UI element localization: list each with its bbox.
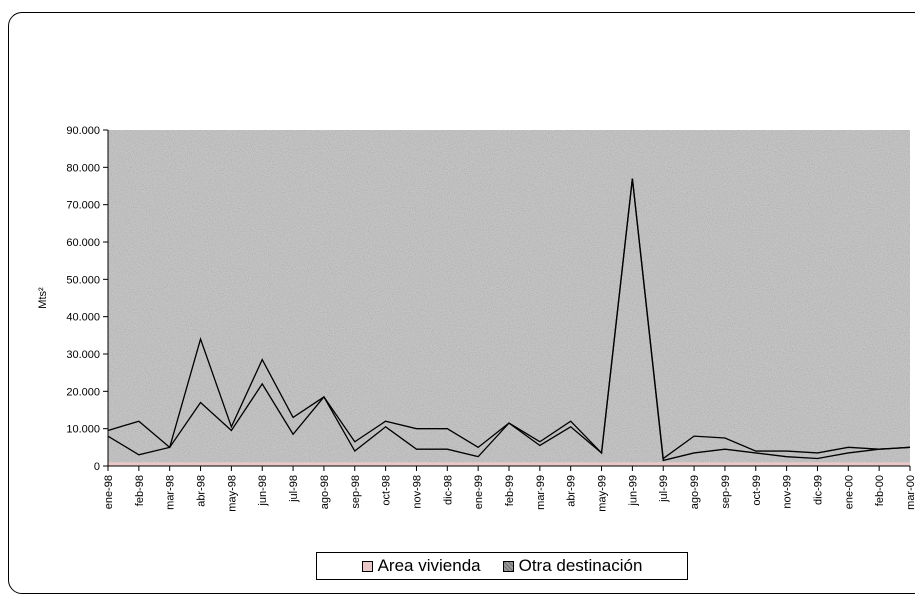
x-tick-label: abr-98	[196, 475, 208, 507]
x-tick-label: mar-98	[165, 475, 177, 510]
x-tick-label: jun-98	[257, 475, 269, 507]
x-tick-label: abr-99	[566, 475, 578, 507]
x-tick-label: nov-98	[411, 475, 423, 509]
y-tick-label: 50.000	[66, 274, 100, 286]
x-tick-label: ago-98	[319, 475, 331, 509]
x-tick-label: jul-99	[658, 475, 670, 503]
legend-item-otra: Otra destinación	[502, 556, 643, 576]
x-tick-label: ene-98	[103, 475, 115, 509]
legend-label-vivienda: Area vivienda	[377, 556, 481, 575]
y-tick-label: 90.000	[66, 125, 100, 137]
x-tick-label: mar-00	[905, 475, 915, 510]
x-tick-label: ene-99	[473, 475, 485, 509]
x-tick-label: sep-99	[720, 475, 732, 509]
y-tick-label: 60.000	[66, 237, 100, 249]
x-tick-label: feb-00	[874, 475, 886, 506]
plot-background-texture	[108, 130, 910, 466]
y-axis-label: Mts²	[37, 287, 49, 309]
x-tick-label: mar-99	[535, 475, 547, 510]
x-tick-label: may-99	[597, 475, 609, 512]
x-tick-label: dic-98	[442, 475, 454, 505]
x-tick-label: feb-99	[504, 475, 516, 506]
series-line-otra	[107, 178, 911, 460]
x-tick-label: jul-98	[288, 475, 300, 503]
x-tick-label: may-98	[226, 475, 238, 512]
x-tick-label: oct-98	[381, 475, 393, 506]
legend-item-vivienda: Area vivienda	[361, 556, 481, 576]
legend: Area vivienda Otra destinación	[316, 552, 688, 580]
y-tick-label: 70.000	[66, 200, 100, 212]
x-tick-label: feb-98	[134, 475, 146, 506]
y-tick-label: 80.000	[66, 162, 100, 174]
x-tick-label: ago-99	[689, 475, 701, 509]
x-tick-label: dic-99	[812, 475, 824, 505]
y-tick-label: 30.000	[66, 349, 100, 361]
y-tick-label: 20.000	[66, 386, 100, 398]
x-tick-label: nov-99	[782, 475, 794, 509]
y-tick-label: 0	[94, 461, 100, 473]
legend-label-otra: Otra destinación	[518, 556, 643, 575]
series-vivienda-area	[108, 462, 910, 466]
y-tick-label: 10.000	[66, 424, 100, 436]
x-tick-label: sep-98	[350, 475, 362, 509]
legend-swatch-vivienda	[361, 560, 373, 572]
y-tick-label: 40.000	[66, 312, 100, 324]
x-tick-label: jun-99	[627, 475, 639, 507]
x-tick-label: oct-99	[751, 475, 763, 506]
legend-swatch-otra	[502, 560, 514, 572]
x-tick-label: ene-00	[843, 475, 855, 509]
